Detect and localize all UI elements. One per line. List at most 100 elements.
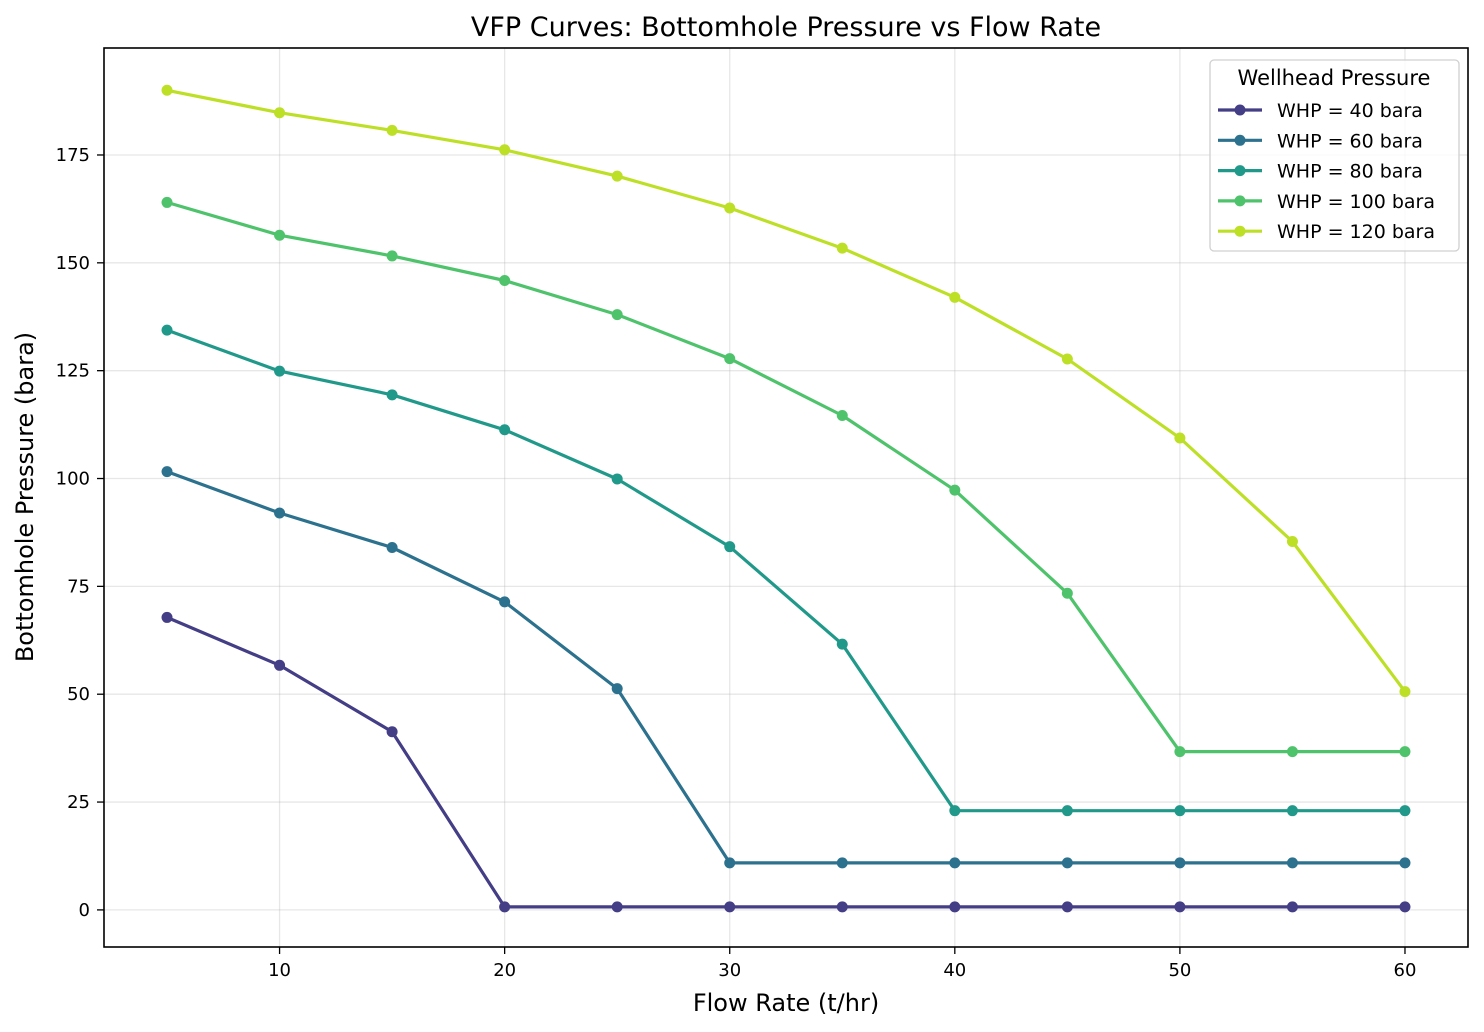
legend-marker	[1234, 195, 1246, 207]
y-tick-label: 150	[56, 253, 90, 274]
data-point	[949, 484, 961, 496]
data-point	[274, 507, 286, 519]
x-tick-label: 10	[268, 960, 291, 981]
data-point	[499, 901, 511, 913]
data-point	[1399, 746, 1411, 758]
data-point	[724, 353, 736, 365]
legend-label: WHP = 80 bara	[1277, 161, 1423, 183]
data-point	[1061, 587, 1073, 599]
series-line	[165, 470, 1407, 865]
data-point	[274, 229, 286, 241]
x-tick-label: 20	[493, 960, 516, 981]
data-point	[499, 424, 511, 436]
data-point	[836, 410, 848, 422]
data-point	[499, 596, 511, 608]
y-tick-label: 125	[56, 361, 90, 382]
legend-marker	[1234, 165, 1246, 177]
legend-marker	[1234, 104, 1246, 116]
data-point	[949, 901, 961, 913]
y-axis-ticks: 0 25 50 75 100 125 150 175	[56, 145, 104, 921]
data-point	[1061, 805, 1073, 817]
x-tick-label: 30	[718, 960, 741, 981]
legend-label: WHP = 120 bara	[1277, 221, 1435, 243]
y-tick-label: 175	[56, 145, 90, 166]
legend-item: WHP = 120 bara	[1218, 221, 1435, 243]
legend-item: WHP = 40 bara	[1218, 100, 1423, 122]
data-point	[611, 901, 623, 913]
data-point	[949, 857, 961, 869]
x-axis-label: Flow Rate (t/hr)	[693, 989, 879, 1017]
legend-label: WHP = 60 bara	[1277, 130, 1423, 152]
data-point	[1399, 805, 1411, 817]
data-point	[386, 389, 398, 401]
data-point	[836, 857, 848, 869]
data-point	[1286, 857, 1298, 869]
data-point	[724, 857, 736, 869]
y-tick-label: 50	[67, 684, 90, 705]
legend-marker	[1234, 225, 1246, 237]
data-point	[1174, 746, 1186, 758]
data-point	[836, 242, 848, 254]
plot-frame	[103, 47, 1469, 948]
legend-item: WHP = 80 bara	[1218, 161, 1423, 183]
series-3	[161, 324, 1411, 817]
y-tick-label: 100	[56, 469, 90, 490]
data-point	[949, 291, 961, 303]
legend-items: WHP = 40 bara WHP = 60 bara WHP = 80 bara W…	[1218, 100, 1435, 243]
series-line	[165, 615, 1407, 909]
legend-marker	[1234, 134, 1246, 146]
legend-title: Wellhead Pressure	[1238, 66, 1431, 90]
data-point	[1286, 746, 1298, 758]
x-tick-label: 40	[943, 960, 966, 981]
series-5	[161, 84, 1411, 698]
series-line	[165, 200, 1407, 754]
data-point	[1174, 805, 1186, 817]
chart-title: VFP Curves: Bottomhole Pressure vs Flow …	[471, 12, 1101, 43]
data-point	[1174, 432, 1186, 444]
series-line	[165, 88, 1407, 694]
series-4	[161, 196, 1411, 758]
data-point	[274, 659, 286, 671]
data-point	[1174, 901, 1186, 913]
x-axis-ticks: 10 20 30 40 50 60	[268, 947, 1416, 981]
data-point	[386, 124, 398, 136]
data-point	[1061, 353, 1073, 365]
legend-item: WHP = 60 bara	[1218, 130, 1423, 152]
legend-label: WHP = 100 bara	[1277, 191, 1435, 213]
data-point	[836, 901, 848, 913]
data-point	[274, 365, 286, 377]
data-point	[1399, 901, 1411, 913]
data-point	[1399, 857, 1411, 869]
data-point	[1061, 857, 1073, 869]
data-point	[611, 683, 623, 695]
data-point	[161, 324, 173, 336]
data-point	[611, 170, 623, 182]
legend-item: WHP = 100 bara	[1218, 191, 1435, 213]
x-tick-label: 60	[1394, 960, 1417, 981]
data-point	[161, 196, 173, 208]
data-point	[724, 901, 736, 913]
data-point	[499, 275, 511, 287]
data-point	[386, 542, 398, 554]
data-point	[1286, 805, 1298, 817]
data-point	[274, 107, 286, 119]
data-point	[161, 611, 173, 623]
data-point	[1286, 901, 1298, 913]
data-point	[1061, 901, 1073, 913]
x-tick-label: 50	[1168, 960, 1191, 981]
y-tick-label: 75	[67, 576, 90, 597]
legend: Wellhead Pressure WHP = 40 bara WHP = 60 …	[1209, 59, 1460, 252]
data-point	[161, 466, 173, 478]
data-point	[161, 84, 173, 96]
data-point	[1174, 857, 1186, 869]
series-line	[165, 328, 1407, 813]
data-point	[499, 144, 511, 156]
data-point	[386, 250, 398, 262]
data-point	[386, 726, 398, 738]
data-point	[724, 541, 736, 553]
legend-box	[1209, 59, 1460, 252]
series-2	[161, 466, 1411, 869]
data-point	[949, 805, 961, 817]
y-axis-label: Bottomhole Pressure (bara)	[11, 332, 39, 662]
